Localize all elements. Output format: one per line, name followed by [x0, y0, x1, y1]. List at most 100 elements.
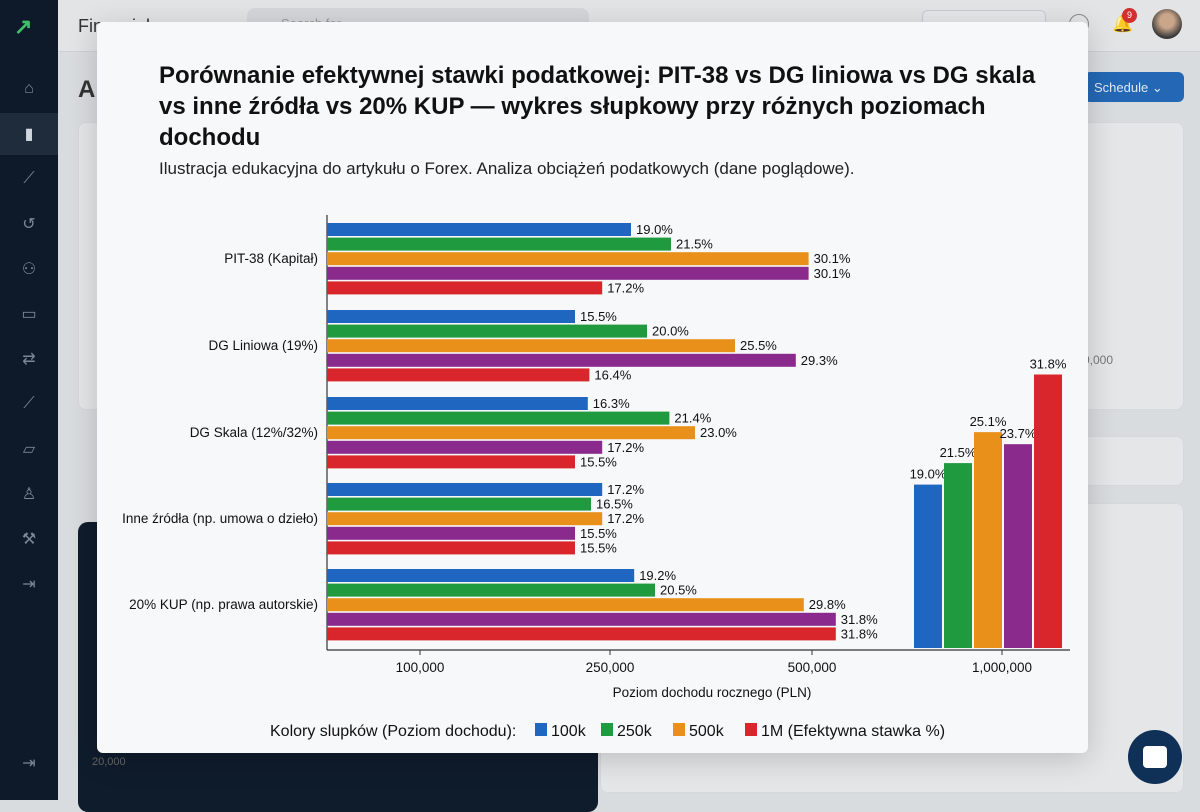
sidebar: ↗ ⌂ ▮ ⟋ ↺ ⚇ ▭ ⇄ ⟋ ▱ ♙ ⚒ ⇥ ⇥	[0, 0, 58, 800]
bar	[327, 598, 804, 612]
x-tick-label: 250,000	[586, 660, 635, 675]
legend-label: 100k	[551, 723, 587, 740]
data-label: 17.2%	[607, 482, 644, 497]
bar	[327, 569, 635, 582]
vertical-data-label: 21.5%	[940, 445, 977, 460]
dark-card-value: 20,000	[92, 756, 126, 768]
bar	[327, 252, 809, 266]
legend-swatch	[673, 723, 685, 736]
data-label: 21.4%	[674, 411, 711, 426]
data-label: 30.1%	[814, 251, 851, 266]
data-label: 31.8%	[841, 612, 878, 627]
category-label: DG Skala (12%/32%)	[190, 425, 318, 440]
bar	[327, 411, 670, 425]
category-label: Inne źródła (np. umowa o dzieło)	[122, 511, 318, 526]
bar	[327, 426, 695, 440]
trend-icon[interactable]: ⟋	[23, 395, 35, 412]
bar	[327, 397, 588, 410]
data-label: 25.5%	[740, 338, 777, 353]
bar	[327, 237, 671, 251]
line-chart-icon[interactable]: ⟋	[23, 170, 35, 187]
data-label: 20.5%	[660, 583, 697, 598]
data-label: 16.3%	[593, 396, 630, 411]
vertical-bar	[914, 484, 942, 648]
vertical-bar	[974, 432, 1002, 648]
bar	[327, 353, 796, 367]
bar	[327, 339, 735, 353]
users-icon[interactable]: ⚇	[21, 261, 37, 278]
bar	[327, 368, 590, 382]
category-label: PIT-38 (Kapitał)	[224, 251, 318, 266]
data-label: 19.0%	[636, 222, 673, 237]
legend-swatch	[745, 723, 757, 736]
exit-icon[interactable]: ⇥	[22, 755, 36, 772]
x-tick-label: 1,000,000	[972, 660, 1032, 675]
folder-icon[interactable]: ▱	[22, 441, 36, 458]
profile-icon[interactable]: ♙	[21, 486, 37, 503]
legend-label: 250k	[617, 723, 653, 740]
legend-title: Kolory slupków (Poziom dochodu):	[270, 723, 516, 740]
logo-icon: ↗	[14, 14, 33, 39]
vertical-bar	[1004, 444, 1032, 648]
data-label: 17.2%	[607, 511, 644, 526]
data-label: 21.5%	[676, 237, 713, 252]
exchange-icon[interactable]: ⇄	[22, 351, 36, 368]
bar	[327, 266, 809, 280]
legend-swatch	[601, 723, 613, 736]
bar	[327, 310, 575, 323]
data-label: 15.5%	[580, 309, 617, 324]
bar-chart-icon[interactable]: ▮	[0, 113, 58, 155]
x-axis-label: Poziom dochodu rocznego (PLN)	[613, 685, 812, 700]
home-icon[interactable]: ⌂	[24, 80, 34, 97]
vertical-data-label: 25.1%	[970, 414, 1007, 429]
data-label: 15.5%	[580, 526, 617, 541]
chart-title: Porównanie efektywnej stawki podatkowej:…	[159, 62, 1036, 151]
data-label: 29.8%	[809, 597, 846, 612]
vertical-bar	[944, 463, 972, 648]
bar	[327, 541, 575, 555]
category-label: DG Liniowa (19%)	[208, 338, 318, 353]
bar	[327, 497, 591, 511]
bar	[327, 526, 575, 540]
avatar[interactable]	[1152, 9, 1182, 39]
legend-swatch	[535, 723, 547, 736]
bar	[327, 627, 836, 641]
data-label: 20.0%	[652, 324, 689, 339]
bar	[327, 455, 575, 469]
data-label: 23.0%	[700, 425, 737, 440]
data-label: 17.2%	[607, 440, 644, 455]
bar	[327, 512, 603, 526]
vertical-data-label: 31.8%	[1030, 357, 1067, 372]
credit-card-icon[interactable]: ▭	[21, 306, 37, 323]
bar	[327, 440, 603, 454]
category-label: 20% KUP (np. prawa autorskie)	[129, 597, 318, 612]
chat-button[interactable]	[1128, 730, 1182, 784]
bar	[327, 483, 603, 496]
data-label: 15.5%	[580, 540, 617, 555]
chart-subtitle: Ilustracja edukacyjna do artykułu o Fore…	[159, 159, 855, 178]
schedule-label: Schedule	[1094, 80, 1149, 95]
data-label: 19.2%	[639, 568, 676, 583]
x-tick-label: 100,000	[396, 660, 445, 675]
data-label: 29.3%	[801, 353, 838, 368]
data-label: 15.5%	[580, 454, 617, 469]
page-title: A	[78, 76, 96, 103]
data-label: 16.5%	[596, 497, 633, 512]
data-label: 30.1%	[814, 266, 851, 281]
vertical-bar	[1034, 374, 1062, 648]
bar	[327, 324, 647, 338]
vertical-data-label: 19.0%	[910, 467, 947, 482]
bar	[327, 223, 631, 236]
chat-icon	[1143, 746, 1167, 768]
legend-label: 1M (Efektywna stawka %)	[761, 723, 945, 740]
bar	[327, 612, 836, 626]
data-label: 31.8%	[841, 626, 878, 641]
schedule-button[interactable]: Schedule ⌄	[1084, 72, 1184, 102]
data-label: 16.4%	[594, 367, 631, 382]
logout-icon[interactable]: ⇥	[22, 576, 36, 593]
tools-icon[interactable]: ⚒	[21, 531, 37, 548]
bar	[327, 583, 655, 597]
bg-axis-label: 0,000	[1083, 353, 1114, 367]
history-icon[interactable]: ↺	[22, 216, 36, 233]
